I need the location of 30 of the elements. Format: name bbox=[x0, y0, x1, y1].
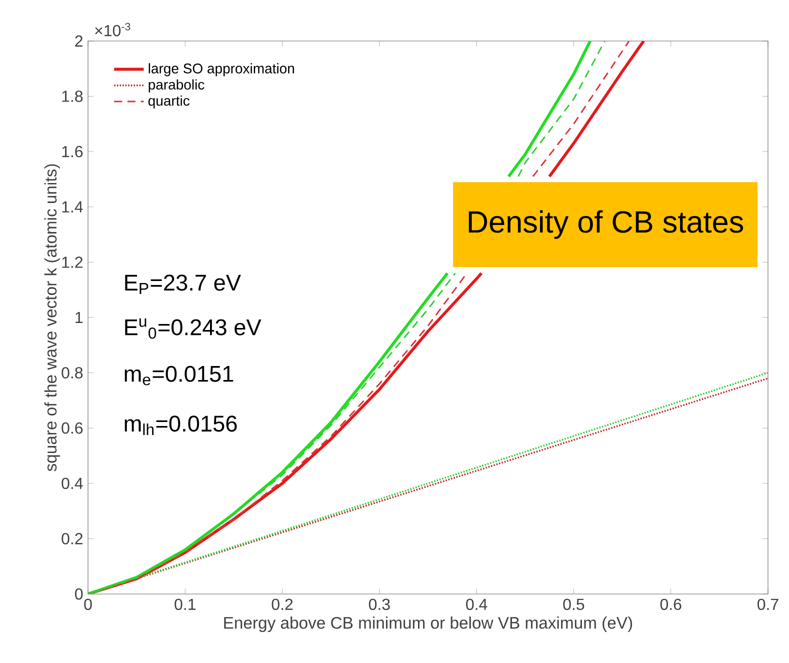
y-tick-label: 1.2 bbox=[62, 256, 82, 268]
x-tick-label: 0.6 bbox=[660, 598, 682, 610]
legend-label: parabolic bbox=[148, 79, 204, 92]
legend-label: quartic bbox=[148, 95, 190, 109]
annotation: Density of CB states bbox=[468, 210, 744, 239]
annotation: E$_{P}$=23.7 eV bbox=[125, 274, 241, 294]
x-tick-label: 0.1 bbox=[174, 598, 196, 610]
y-tick-label: 1 bbox=[76, 312, 83, 323]
y-tick-label: 1.8 bbox=[62, 90, 83, 102]
y-axis-title: square of the wave vector k (atomic units) bbox=[44, 164, 60, 472]
x-tick-label: 0 bbox=[84, 598, 92, 610]
text: ×10$^{-3}$ bbox=[95, 22, 130, 36]
y-tick-label: 0.8 bbox=[62, 367, 83, 378]
y-tick-label: 1.4 bbox=[62, 201, 83, 212]
x-axis-title: Energy above CB minimum or below VB maximum (eV) bbox=[224, 616, 632, 632]
x-tick-label: 0.7 bbox=[757, 598, 778, 610]
y-tick-label: 2 bbox=[75, 35, 82, 47]
x-tick-label: 0.4 bbox=[466, 598, 488, 610]
y-tick-label: 0 bbox=[75, 588, 83, 600]
legend-label: large SO approximation bbox=[148, 63, 294, 76]
x-tick-label: 0.3 bbox=[368, 598, 390, 610]
y-tick-label: 0.2 bbox=[62, 533, 82, 544]
x-tick-label: 0.2 bbox=[272, 598, 293, 610]
annotation: E$^{u}$$_{0}$=0.243 eV bbox=[125, 318, 262, 339]
x-tick-label: 0.5 bbox=[563, 598, 584, 610]
y-tick-label: 0.6 bbox=[62, 422, 83, 434]
y-tick-label: 0.4 bbox=[62, 478, 83, 490]
y-tick-label: 1.6 bbox=[62, 146, 83, 158]
annotation: m$_{lh}$=0.0156 bbox=[124, 416, 237, 436]
annotation: m$_{e}$=0.0151 bbox=[124, 366, 234, 386]
